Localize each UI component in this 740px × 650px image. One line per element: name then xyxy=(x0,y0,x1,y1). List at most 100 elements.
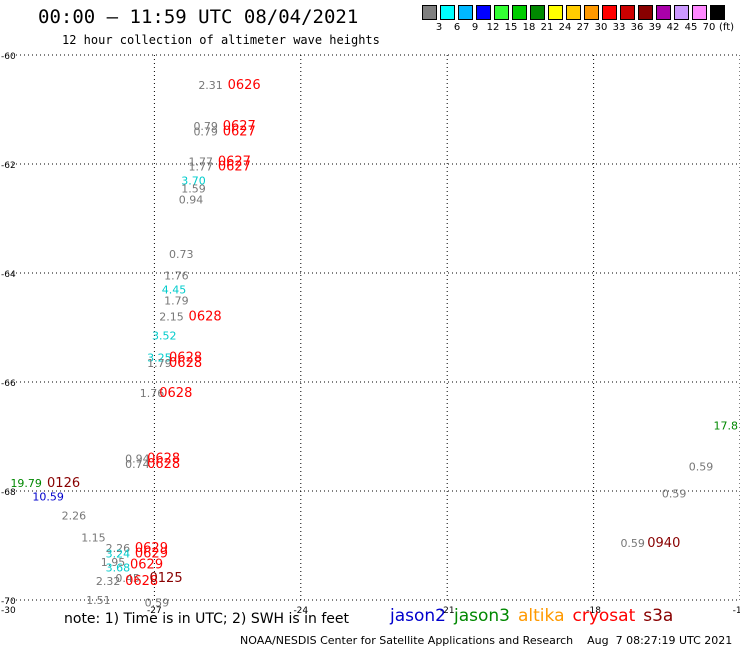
data-label: 3.52 xyxy=(152,330,177,343)
color-scale-swatch xyxy=(530,5,545,20)
color-scale-label: 9 xyxy=(471,22,479,33)
color-scale-swatch xyxy=(692,5,707,20)
data-label: 1.76 xyxy=(140,387,165,400)
x-tick-label: -21 xyxy=(440,606,455,616)
y-tick-label: -60 xyxy=(1,52,16,62)
data-label: 1.79 xyxy=(147,357,172,370)
data-label: 0629 xyxy=(130,558,163,573)
color-scale-label: 27 xyxy=(576,22,590,33)
color-scale-label: 12 xyxy=(486,22,500,33)
satellite-legend-item: jason3 xyxy=(454,606,510,626)
color-scale-swatch xyxy=(638,5,653,20)
y-tick-label: -70 xyxy=(1,597,16,607)
page-title: 00:00 – 11:59 UTC 08/04/2021 xyxy=(38,6,359,28)
data-label: 0.74 xyxy=(125,458,149,471)
data-label: 0627 xyxy=(223,124,256,139)
data-label: 0627 xyxy=(218,160,251,175)
color-scale-swatch xyxy=(710,5,725,20)
color-scale-swatch xyxy=(620,5,635,20)
color-scale-label: 70 xyxy=(702,22,716,33)
color-scale-swatch xyxy=(584,5,599,20)
color-scale-swatch xyxy=(422,5,437,20)
color-scale-label: 39 xyxy=(648,22,662,33)
data-label: 2.15 xyxy=(159,311,184,324)
color-scale-swatch xyxy=(656,5,671,20)
data-label: 0.94 xyxy=(179,193,204,206)
color-scale-label: 21 xyxy=(540,22,554,33)
x-tick-label: -27 xyxy=(147,606,162,616)
data-label: 0628 xyxy=(189,310,222,325)
credit-line: NOAA/NESDIS Center for Satellite Applica… xyxy=(240,634,733,647)
data-label: 0126 xyxy=(47,476,80,491)
data-label: 3.25 xyxy=(147,351,172,364)
data-label: 0628 xyxy=(169,356,202,371)
data-label: 1.51 xyxy=(86,594,111,607)
color-scale-swatch xyxy=(494,5,509,20)
data-label: 0.79 xyxy=(193,120,218,133)
data-label: 0628 xyxy=(169,350,202,365)
y-tick-label: -62 xyxy=(1,161,16,171)
data-label: 2.32 xyxy=(96,575,121,588)
x-tick-label: -24 xyxy=(293,606,308,616)
data-label: 0.59 xyxy=(620,537,645,550)
color-scale-label: 15 xyxy=(504,22,518,33)
data-label: 1.79 xyxy=(164,294,189,307)
data-label: 0628 xyxy=(147,457,180,472)
satellite-legend-item: cryosat xyxy=(572,606,636,626)
x-tick-label: -15 xyxy=(733,606,740,616)
footer-note: note: 1) Time is in UTC; 2) SWH is in fe… xyxy=(64,611,350,627)
data-label: 0940 xyxy=(647,536,680,551)
color-scale-label: 24 xyxy=(558,22,572,33)
y-tick-label: -68 xyxy=(1,488,16,498)
data-label: 17.8 xyxy=(714,420,739,433)
color-scale-label: 3 xyxy=(435,22,443,33)
color-scale-swatch xyxy=(602,5,617,20)
data-label: 0627 xyxy=(223,119,256,134)
data-label: 1.95 xyxy=(101,556,126,569)
data-label: 0.45 xyxy=(115,572,140,585)
color-scale-label: 36 xyxy=(630,22,644,33)
data-label: 0.59 xyxy=(689,460,714,473)
color-scale-label: 45 xyxy=(684,22,698,33)
data-label: 10.59 xyxy=(32,490,64,503)
data-label: 0627 xyxy=(218,154,251,169)
color-scale-swatch xyxy=(566,5,581,20)
satellite-legend-item: s3a xyxy=(643,606,674,626)
data-label: 0.73 xyxy=(169,248,194,261)
color-scale-swatch xyxy=(476,5,491,20)
color-scale-swatch xyxy=(512,5,527,20)
color-scale-label: 18 xyxy=(522,22,536,33)
color-scale-label: 33 xyxy=(612,22,626,33)
color-scale-swatch xyxy=(548,5,563,20)
data-label: 0629 xyxy=(135,541,168,556)
data-label: 1.77 xyxy=(189,155,214,168)
data-label: 0626 xyxy=(228,78,261,93)
color-scale-swatch xyxy=(674,5,689,20)
data-label: 0125 xyxy=(150,571,183,586)
satellite-legend-item: altika xyxy=(518,606,565,626)
data-label: 1.15 xyxy=(81,531,106,544)
color-scale-swatch xyxy=(458,5,473,20)
x-tick-label: -18 xyxy=(586,606,601,616)
data-label: 0629 xyxy=(135,547,168,562)
page-subtitle: 12 hour collection of altimeter wave hei… xyxy=(62,33,380,47)
data-label: 0.59 xyxy=(662,488,687,501)
data-label: 0628 xyxy=(159,386,192,401)
y-tick-label: -64 xyxy=(1,270,16,280)
data-label: 1.77 xyxy=(189,161,214,174)
data-label: 2.26 xyxy=(62,510,87,523)
data-label: 4.45 xyxy=(162,283,187,296)
data-label: 3.68 xyxy=(106,561,131,574)
data-label: 0.79 xyxy=(193,125,218,138)
data-label: 1.59 xyxy=(181,183,206,196)
color-scale-label: 6 xyxy=(453,22,461,33)
satellite-legend-item: jason2 xyxy=(390,606,446,626)
color-scale-unit: (ft) xyxy=(719,22,735,33)
data-label: 0628 xyxy=(125,574,158,589)
data-label: 2.26 xyxy=(106,542,131,555)
data-label: 3.70 xyxy=(181,174,206,187)
corner-tick-label: -30 xyxy=(1,606,16,616)
satellite-legend: jason2 jason3 altika cryosat s3a xyxy=(390,606,681,626)
color-scale-swatch xyxy=(440,5,455,20)
